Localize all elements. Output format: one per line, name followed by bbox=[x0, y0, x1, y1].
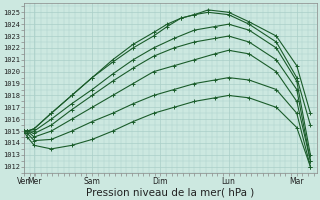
X-axis label: Pression niveau de la mer( hPa ): Pression niveau de la mer( hPa ) bbox=[86, 187, 255, 197]
